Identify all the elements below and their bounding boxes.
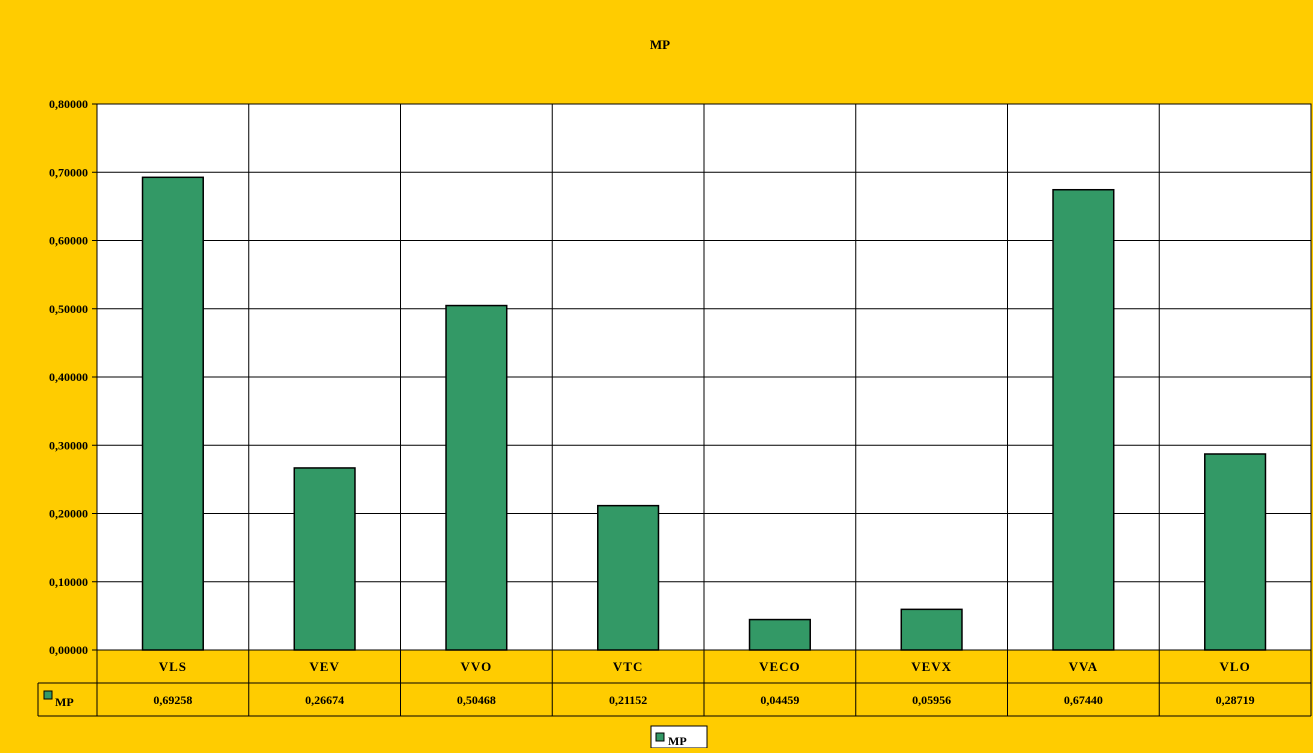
y-tick-label: 0,30000 [49, 438, 88, 452]
bar [900, 608, 963, 651]
bar [1052, 188, 1115, 651]
y-tick-label: 0,40000 [49, 370, 88, 384]
table-series-name: MP [55, 695, 74, 709]
bar [141, 176, 204, 651]
bar [1204, 453, 1267, 651]
y-tick-label: 0,60000 [49, 234, 88, 248]
data-label: 0,21152 [609, 693, 647, 707]
plot-area [96, 103, 1312, 716]
bar-series [141, 176, 1267, 651]
data-label: 0,28719 [1216, 693, 1255, 707]
data-table: VLS 0,69258 VEV 0,26674 VVO 0,50468 VTC 0,21152… [37, 649, 1312, 717]
x-tick-label: VLS [159, 659, 187, 674]
y-axis: 0,00000 0,10000 0,20000 0,30000 0,40000 0,500… [49, 97, 97, 657]
chart-title: MP [650, 37, 670, 52]
y-tick-label: 0,20000 [49, 507, 88, 521]
bar [293, 467, 356, 651]
bar [597, 504, 660, 651]
data-label: 0,04459 [760, 693, 799, 707]
data-label: 0,69258 [153, 693, 192, 707]
x-tick-label: VEVX [911, 659, 952, 674]
y-tick-label: 0,50000 [49, 302, 88, 316]
y-tick-label: 0,80000 [49, 97, 88, 111]
x-tick-label: VECO [759, 659, 801, 674]
x-tick-label: VVO [461, 659, 493, 674]
legend: MP [650, 725, 708, 749]
x-tick-label: VLO [1220, 659, 1251, 674]
y-tick-label: 0,10000 [49, 575, 88, 589]
x-tick-label: VEV [309, 659, 339, 674]
legend-label: MP [668, 734, 687, 748]
bar [445, 304, 508, 651]
x-tick-label: VVA [1069, 659, 1099, 674]
y-tick-label: 0,00000 [49, 643, 88, 657]
data-label: 0,50468 [457, 693, 496, 707]
legend-swatch [655, 732, 665, 742]
y-tick-label: 0,70000 [49, 165, 88, 179]
x-tick-label: VTC [613, 659, 643, 674]
bar [748, 618, 811, 651]
table-series-key [43, 690, 53, 700]
data-label: 0,05956 [912, 693, 951, 707]
data-label: 0,67440 [1064, 693, 1103, 707]
data-label: 0,26674 [305, 693, 344, 707]
